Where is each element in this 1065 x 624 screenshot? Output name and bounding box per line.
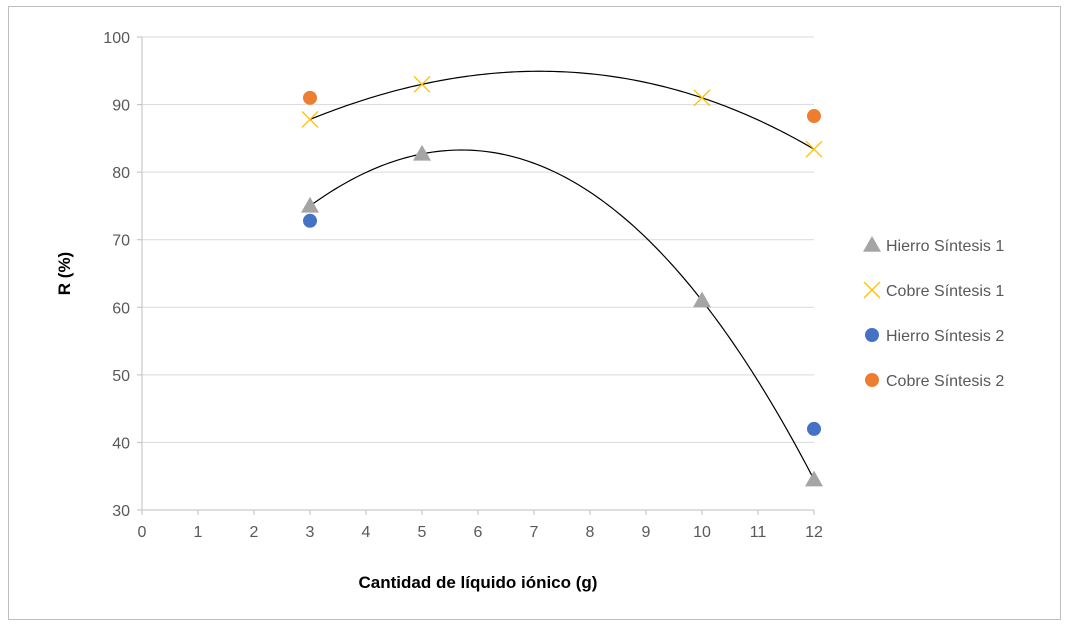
legend-label: Hierro Síntesis 1 <box>886 238 1004 255</box>
chart-frame <box>8 6 1061 620</box>
x-tick-label: 11 <box>750 524 767 541</box>
x-tick-label: 7 <box>530 524 539 541</box>
data-point <box>805 140 823 158</box>
data-point <box>413 75 431 93</box>
legend-label: Cobre Síntesis 2 <box>886 373 1004 390</box>
x-tick-label: 4 <box>362 524 371 541</box>
trendline <box>309 70 815 150</box>
legend-marker <box>863 236 881 252</box>
data-point <box>807 421 821 436</box>
data-points <box>301 75 823 487</box>
gridlines <box>142 36 814 511</box>
legend-marker <box>865 373 879 387</box>
data-point <box>805 470 823 487</box>
axes <box>137 36 815 515</box>
legend-marker <box>863 281 881 299</box>
x-tick-label: 8 <box>586 524 595 541</box>
x-tick-label: 10 <box>693 524 711 541</box>
y-tick-label: 30 <box>112 503 130 520</box>
trendline <box>309 149 815 480</box>
legend-item: Cobre Síntesis 2 <box>865 373 1004 390</box>
x-tick-label: 12 <box>805 524 823 541</box>
x-tick-label: 3 <box>306 524 315 541</box>
data-point <box>301 110 319 128</box>
data-point <box>413 144 431 161</box>
legend-item: Hierro Síntesis 2 <box>865 328 1004 345</box>
x-axis-title: Cantidad de líquido iónico (g) <box>359 573 598 592</box>
y-tick-label: 80 <box>112 165 130 182</box>
legend-label: Hierro Síntesis 2 <box>886 328 1004 345</box>
x-tick-label: 6 <box>474 524 483 541</box>
x-tick-label: 2 <box>250 524 259 541</box>
x-tick-label: 1 <box>194 524 203 541</box>
legend-marker <box>865 328 879 342</box>
x-tick-label: 5 <box>418 524 427 541</box>
trendlines <box>309 70 815 480</box>
y-tick-label: 40 <box>112 435 130 452</box>
y-axis-title: R (%) <box>55 252 74 295</box>
x-tick-label: 9 <box>642 524 651 541</box>
y-tick-label: 100 <box>103 30 130 47</box>
legend-item: Hierro Síntesis 1 <box>863 236 1004 255</box>
y-tick-label: 60 <box>112 300 130 317</box>
data-point <box>693 89 711 107</box>
data-point <box>303 213 317 228</box>
y-tick-label: 70 <box>112 233 130 250</box>
data-point <box>693 291 711 308</box>
legend-label: Cobre Síntesis 1 <box>886 283 1004 300</box>
x-tick-label: 0 <box>138 524 147 541</box>
data-point <box>301 196 319 213</box>
data-point <box>807 109 821 124</box>
y-tick-label: 90 <box>112 98 130 115</box>
legend: Hierro Síntesis 1 Cobre Síntesis 1 Hierro … <box>863 236 1004 390</box>
y-tick-label: 50 <box>112 368 130 385</box>
legend-item: Cobre Síntesis 1 <box>863 281 1004 300</box>
data-point <box>303 90 317 105</box>
